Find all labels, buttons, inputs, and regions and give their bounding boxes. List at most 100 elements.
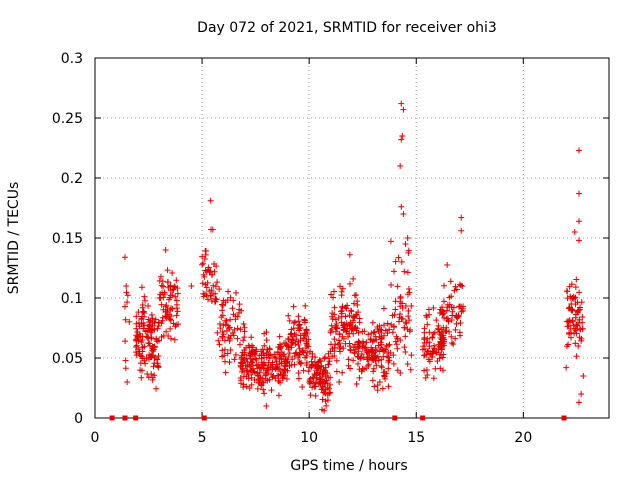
data-point bbox=[448, 293, 455, 300]
data-point bbox=[221, 358, 228, 365]
data-point bbox=[397, 295, 404, 302]
data-point bbox=[219, 307, 226, 314]
data-point bbox=[211, 268, 218, 275]
data-point bbox=[376, 379, 383, 385]
baseline-marker bbox=[392, 415, 398, 421]
data-point bbox=[251, 350, 258, 357]
data-point bbox=[346, 340, 353, 347]
data-point bbox=[359, 345, 366, 352]
data-point bbox=[303, 352, 310, 359]
data-point bbox=[367, 336, 374, 343]
data-point bbox=[351, 314, 358, 321]
data-point bbox=[340, 345, 347, 352]
data-point bbox=[452, 283, 459, 290]
data-point bbox=[238, 307, 245, 314]
data-point bbox=[326, 385, 333, 392]
data-point bbox=[262, 375, 269, 382]
data-point bbox=[350, 357, 357, 364]
data-point bbox=[423, 367, 430, 373]
data-point bbox=[233, 289, 240, 296]
data-point bbox=[445, 318, 452, 325]
data-point bbox=[371, 329, 378, 336]
data-point bbox=[340, 322, 347, 329]
data-point bbox=[241, 328, 248, 335]
data-point bbox=[253, 357, 260, 364]
data-point bbox=[155, 363, 162, 370]
data-point bbox=[402, 303, 409, 310]
data-point bbox=[241, 334, 248, 341]
data-point bbox=[317, 380, 324, 387]
data-point bbox=[162, 313, 169, 320]
data-point bbox=[218, 301, 225, 308]
data-point bbox=[380, 353, 387, 360]
data-point bbox=[397, 369, 404, 376]
data-point bbox=[336, 345, 343, 352]
data-point bbox=[247, 352, 254, 359]
data-point bbox=[328, 341, 335, 348]
data-point bbox=[151, 326, 158, 333]
data-point bbox=[397, 311, 404, 318]
data-point bbox=[385, 342, 392, 349]
data-point bbox=[406, 289, 413, 296]
axis-ticks: 0 5 10 15 20 0 0.05 0.1 0.15 0.2 0.25 0.3 bbox=[52, 51, 609, 446]
data-point bbox=[323, 402, 330, 409]
data-point bbox=[246, 385, 253, 392]
data-point bbox=[441, 282, 448, 289]
data-point bbox=[200, 293, 207, 300]
data-point bbox=[264, 366, 271, 373]
data-point bbox=[563, 364, 570, 371]
data-point bbox=[313, 372, 320, 379]
data-point bbox=[208, 271, 215, 278]
data-point bbox=[139, 344, 146, 351]
data-point bbox=[401, 344, 408, 351]
data-point bbox=[369, 319, 376, 326]
data-point bbox=[344, 325, 351, 332]
data-point bbox=[576, 237, 583, 244]
data-point bbox=[434, 358, 441, 365]
data-point bbox=[356, 374, 363, 381]
data-point bbox=[148, 335, 155, 342]
data-point bbox=[439, 329, 446, 336]
data-point bbox=[211, 298, 218, 305]
data-point bbox=[421, 351, 428, 358]
data-point bbox=[421, 352, 428, 359]
data-point bbox=[351, 350, 358, 357]
data-point bbox=[276, 355, 283, 362]
data-point bbox=[400, 106, 407, 113]
data-point bbox=[227, 294, 234, 301]
data-point bbox=[234, 325, 241, 332]
data-point bbox=[330, 294, 337, 301]
data-point bbox=[299, 348, 306, 355]
data-point bbox=[354, 302, 361, 309]
data-point bbox=[162, 247, 169, 253]
data-point bbox=[393, 341, 400, 348]
data-point bbox=[286, 317, 293, 324]
data-point bbox=[327, 381, 334, 388]
data-point bbox=[140, 325, 147, 332]
data-point bbox=[135, 338, 142, 345]
data-point bbox=[167, 282, 174, 289]
data-point bbox=[160, 283, 167, 290]
data-point bbox=[121, 303, 128, 310]
data-point bbox=[336, 379, 343, 385]
data-point bbox=[221, 346, 228, 353]
data-point bbox=[442, 328, 449, 335]
data-point bbox=[160, 332, 167, 339]
data-point bbox=[280, 372, 287, 379]
data-point bbox=[174, 285, 181, 292]
data-point bbox=[444, 262, 451, 269]
data-point bbox=[345, 356, 352, 363]
data-point bbox=[386, 341, 393, 348]
data-point bbox=[424, 321, 431, 328]
data-point bbox=[237, 359, 244, 366]
baseline-marker bbox=[109, 415, 115, 421]
data-point bbox=[355, 339, 362, 346]
data-point bbox=[347, 307, 354, 314]
data-point bbox=[303, 359, 310, 366]
data-point bbox=[576, 218, 583, 225]
data-point bbox=[331, 353, 338, 360]
data-point bbox=[394, 283, 401, 290]
data-point bbox=[382, 375, 389, 382]
data-point bbox=[216, 341, 223, 348]
data-point bbox=[439, 308, 446, 315]
